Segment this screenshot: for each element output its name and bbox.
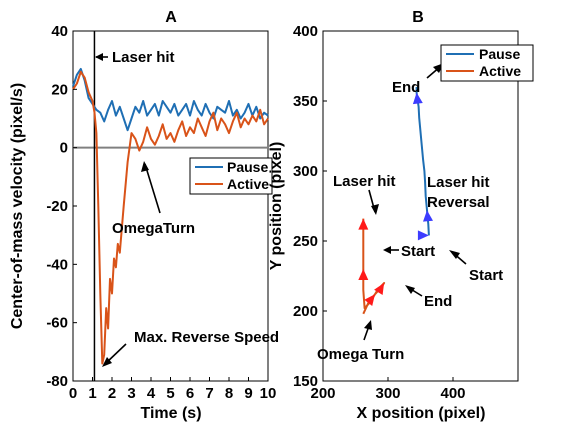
annotation-omega-turn-a-arrowhead xyxy=(141,161,149,172)
panel-a-y-tick-label: -60 xyxy=(46,315,68,332)
panel-a-x-axis-label: Time (s) xyxy=(140,405,201,422)
panel-b-y-tick-label: 150 xyxy=(293,373,318,390)
annotation-laser-hit-a-arrowhead xyxy=(95,53,103,61)
panel-a-y-tick-label: 40 xyxy=(51,23,68,40)
annotation-laser-hit-pause-label: Laser hit xyxy=(427,174,490,191)
legend-label-active: Active xyxy=(227,176,269,192)
direction-arrow-active xyxy=(364,294,375,306)
panel-a-y-tick-label: -40 xyxy=(46,256,68,273)
panel-a-x-tick-label: 5 xyxy=(166,385,174,402)
annotation-omega-turn-a-arrow xyxy=(144,163,161,214)
legend-label-pause-b: Pause xyxy=(479,46,520,62)
series-line-pause xyxy=(72,67,269,132)
panel-a-x-tick-label: 2 xyxy=(108,385,116,402)
panel-a-title: A xyxy=(165,9,177,26)
annotation-max-reverse-speed: Max. Reverse Speed xyxy=(102,329,279,367)
panel-a-y-tick-label: -80 xyxy=(46,373,68,390)
annotation-max-reverse-speed-label: Max. Reverse Speed xyxy=(134,329,279,346)
panel-a-x-tick-label: 9 xyxy=(244,385,252,402)
panel-a-x-tick-label: 3 xyxy=(127,385,135,402)
annotation-start-active-arrowhead xyxy=(383,246,391,254)
direction-arrow-active xyxy=(374,283,385,295)
annotation-start-pause-label: Start xyxy=(469,267,503,284)
annotation-reversal-label: Reversal xyxy=(427,194,490,211)
panel-a-x-tick-label: 6 xyxy=(186,385,194,402)
annotation-end-active-label: End xyxy=(424,293,452,310)
panel-a-y-tick-label: 0 xyxy=(60,140,68,157)
panel-b-legend: Pause Active xyxy=(440,44,534,82)
panel-a-y-tick-label: -20 xyxy=(46,198,68,215)
panel-a-y-axis-label: Center-of-mass velocity (pixel/s) xyxy=(9,83,26,329)
panel-b-y-axis-label: Y position (pixel) xyxy=(268,142,285,271)
annotation-start-pause: Start xyxy=(449,250,503,284)
annotation-start-active: Start xyxy=(383,243,435,260)
annotation-start-pause-arrowhead xyxy=(449,250,460,259)
series-line-active xyxy=(72,70,269,365)
annotation-start-active-label: Start xyxy=(401,243,435,260)
annotation-laser-hit-a: Laser hit xyxy=(95,49,175,66)
panel-b-x-tick-label: 400 xyxy=(440,385,465,402)
annotation-omega-turn-b-label: Omega Turn xyxy=(317,346,404,363)
panel-a-legend-box xyxy=(189,157,273,195)
annotation-laser-hit-active-label: Laser hit xyxy=(333,173,396,190)
legend-label-pause: Pause xyxy=(227,159,268,175)
panel-b-plot-area xyxy=(322,30,519,382)
annotation-end-active: End xyxy=(405,285,452,310)
panel-a-x-tick-label: 7 xyxy=(205,385,213,402)
direction-arrow-pause xyxy=(412,92,423,105)
panel-b-y-tick-label: 300 xyxy=(293,163,318,180)
panel-b-y-tick-label: 250 xyxy=(293,233,318,250)
annotation-max-reverse-speed-arrowhead xyxy=(102,357,112,367)
panel-b-title: B xyxy=(412,9,424,26)
legend-label-active-b: Active xyxy=(479,63,521,79)
annotation-omega-turn-a: OmegaTurn xyxy=(112,161,195,237)
annotation-omega-turn-b: Omega Turn xyxy=(317,320,404,363)
annotation-laser-hit-a-label: Laser hit xyxy=(112,49,175,66)
panel-b-x-axis-label: X position (pixel) xyxy=(357,405,486,422)
panel-a-x-tick-label: 4 xyxy=(147,385,156,402)
panel-a-x-tick-label: 1 xyxy=(88,385,96,402)
annotation-laser-hit-active: Laser hit xyxy=(333,173,396,215)
panel-a-legend: Pause Active xyxy=(189,157,273,195)
panel-b-x-tick-label: 300 xyxy=(375,385,400,402)
panel-b-y-tick-label: 350 xyxy=(293,93,318,110)
annotation-omega-turn-b-arrowhead xyxy=(364,320,372,330)
direction-arrow-pause xyxy=(417,230,429,241)
annotation-omega-turn-a-label: OmegaTurn xyxy=(112,220,195,237)
direction-arrow-pause xyxy=(423,210,433,222)
direction-arrow-active xyxy=(358,269,369,280)
annotation-end-pause-label: End xyxy=(392,79,420,96)
panel-a-y-tick-label: 20 xyxy=(51,81,68,98)
annotation-end-active-arrowhead xyxy=(405,285,415,294)
panel-b-y-tick-label: 200 xyxy=(293,303,318,320)
panel-a-x-tick-label: 0 xyxy=(69,385,77,402)
panel-a-x-tick-label: 10 xyxy=(260,385,277,402)
annotation-laser-hit-active-arrowhead xyxy=(371,204,379,215)
panel-b-legend-box xyxy=(440,44,534,82)
panel-b-x-tick-label: 200 xyxy=(310,385,335,402)
panel-b-y-tick-label: 400 xyxy=(293,23,318,40)
direction-arrow-active xyxy=(358,218,369,230)
panel-a-x-tick-label: 8 xyxy=(225,385,233,402)
